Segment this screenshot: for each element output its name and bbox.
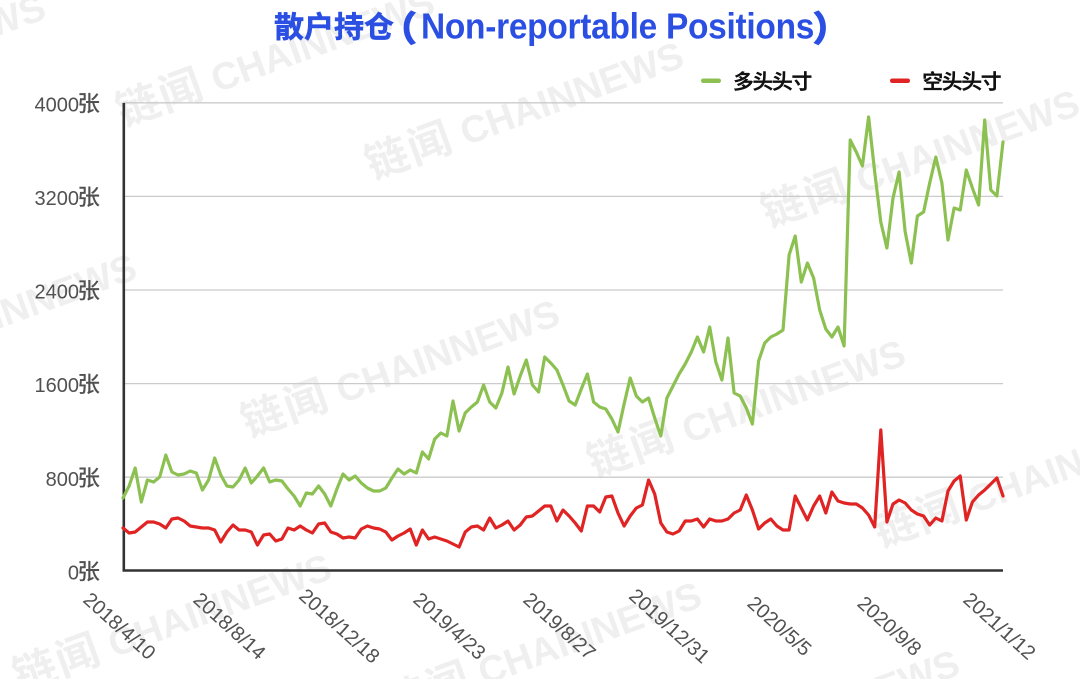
svg-text:2400: 2400 xyxy=(35,282,80,304)
svg-text:4000: 4000 xyxy=(35,94,80,116)
svg-text:Non-reportable Positions: Non-reportable Positions xyxy=(421,7,814,46)
svg-text:3200: 3200 xyxy=(35,188,80,210)
svg-text:1600: 1600 xyxy=(35,375,80,397)
svg-text:0: 0 xyxy=(68,562,79,584)
svg-text:800: 800 xyxy=(46,469,79,491)
